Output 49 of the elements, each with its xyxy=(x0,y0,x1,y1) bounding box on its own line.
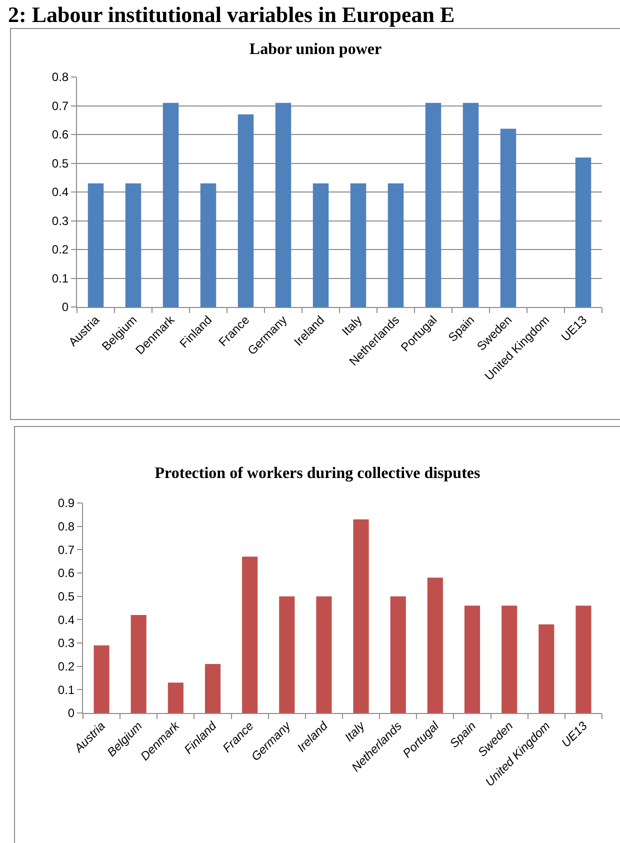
y-tick-label: 0.9 xyxy=(58,496,75,510)
bar xyxy=(204,664,221,713)
y-tick-label: 0.3 xyxy=(58,636,75,650)
y-tick-label: 0.8 xyxy=(52,70,69,84)
text: 2: Labour institutional variables in European E xyxy=(7,1,456,28)
y-tick-label: 0.8 xyxy=(58,520,75,534)
bar xyxy=(125,183,142,307)
bar xyxy=(242,556,258,713)
bar xyxy=(279,596,295,713)
bar xyxy=(350,183,366,307)
y-tick-label: 0.1 xyxy=(52,271,69,286)
bar xyxy=(94,645,110,713)
bar xyxy=(388,183,404,307)
bar xyxy=(462,102,479,307)
y-tick-label: 0.5 xyxy=(52,156,69,170)
bar xyxy=(353,519,369,713)
y-tick-label: 0 xyxy=(62,300,69,314)
bar xyxy=(312,183,329,307)
bar xyxy=(275,102,292,307)
y-tick-label: 0.4 xyxy=(58,612,75,627)
y-tick-label: 0.6 xyxy=(58,566,75,580)
bar xyxy=(576,606,592,713)
y-tick-label: 0.1 xyxy=(58,682,75,697)
bar xyxy=(502,606,518,713)
bar xyxy=(464,606,480,713)
y-tick-label: 0.2 xyxy=(58,660,75,674)
y-tick-label: 0.4 xyxy=(52,185,69,200)
bar xyxy=(316,596,332,713)
bar xyxy=(500,128,516,307)
chart-title: Protection of workers during collective disputes xyxy=(154,465,480,482)
y-tick-label: 0.5 xyxy=(58,590,75,604)
bar xyxy=(425,102,442,307)
bar xyxy=(168,682,184,713)
bar xyxy=(575,158,592,307)
bar xyxy=(130,615,146,713)
y-tick-label: 0.2 xyxy=(52,242,69,257)
y-tick-label: 0.6 xyxy=(52,128,69,142)
bar xyxy=(238,114,254,307)
y-tick-label: 0.7 xyxy=(58,542,75,557)
bar xyxy=(162,102,179,307)
y-tick-label: 0.3 xyxy=(52,214,69,228)
bar xyxy=(427,578,443,713)
bar xyxy=(390,596,406,713)
chart-title: Labor union power xyxy=(249,41,382,58)
y-tick-label: 0 xyxy=(68,706,75,720)
bar xyxy=(538,624,554,713)
y-tick-label: 0.7 xyxy=(52,98,69,113)
bar xyxy=(88,183,104,307)
bar xyxy=(200,183,216,307)
